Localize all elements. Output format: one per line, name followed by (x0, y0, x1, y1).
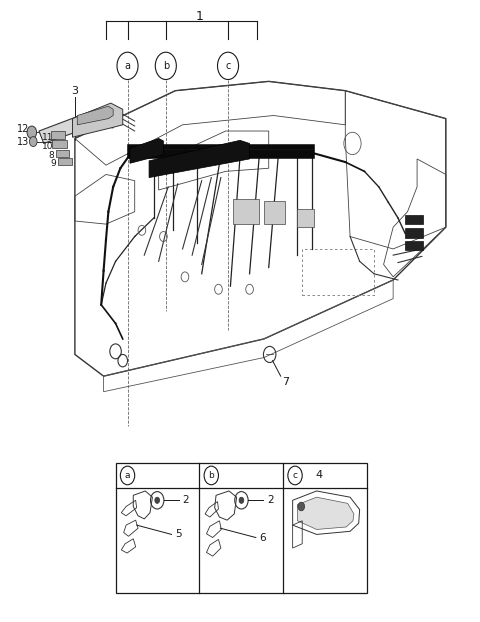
Text: a: a (125, 471, 130, 480)
Circle shape (155, 497, 159, 503)
Text: 1: 1 (195, 10, 203, 23)
Polygon shape (39, 109, 113, 144)
Bar (116, 463, 367, 593)
Bar (58, 158, 72, 165)
Text: 2: 2 (182, 495, 189, 505)
Text: 6: 6 (260, 532, 266, 542)
Text: 3: 3 (72, 86, 78, 96)
Text: 2: 2 (267, 495, 274, 505)
Bar (51, 131, 65, 139)
Text: 5: 5 (175, 529, 182, 539)
Bar (264, 200, 286, 224)
Polygon shape (72, 103, 123, 137)
Polygon shape (298, 497, 354, 529)
Polygon shape (130, 139, 163, 164)
Bar (405, 215, 423, 224)
Bar (56, 150, 69, 157)
Bar (298, 208, 314, 227)
Text: 7: 7 (282, 378, 289, 388)
Circle shape (27, 126, 36, 139)
Circle shape (239, 497, 244, 503)
Bar (233, 199, 259, 224)
Text: 12: 12 (17, 124, 29, 134)
Text: 9: 9 (50, 159, 56, 169)
Bar (52, 141, 67, 149)
Text: c: c (225, 61, 231, 71)
Text: 8: 8 (48, 151, 54, 160)
Text: 4: 4 (315, 470, 323, 480)
Text: 13: 13 (17, 137, 29, 147)
Text: 11: 11 (42, 133, 53, 142)
Polygon shape (149, 141, 250, 177)
Text: b: b (163, 61, 169, 71)
Circle shape (29, 137, 37, 147)
Text: b: b (208, 471, 214, 480)
Bar (405, 228, 423, 238)
Text: 10: 10 (42, 142, 53, 151)
Polygon shape (77, 106, 113, 125)
Text: a: a (124, 61, 131, 71)
Circle shape (298, 502, 305, 511)
Bar (405, 241, 423, 250)
Text: c: c (292, 471, 298, 480)
